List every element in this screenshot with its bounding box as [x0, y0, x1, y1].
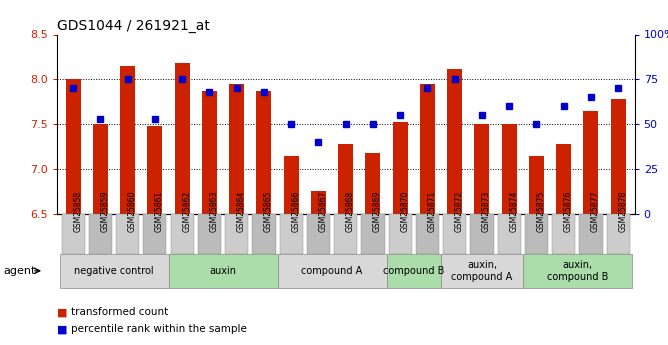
- Text: auxin,
compound A: auxin, compound A: [452, 260, 512, 282]
- Bar: [148, 126, 162, 214]
- Bar: [65, 79, 81, 214]
- Text: ■: ■: [57, 325, 67, 334]
- Text: GDS1044 / 261921_at: GDS1044 / 261921_at: [57, 19, 210, 33]
- Text: GSM25871: GSM25871: [428, 191, 436, 232]
- Bar: [502, 124, 517, 214]
- Bar: [447, 69, 462, 214]
- Text: GSM25868: GSM25868: [345, 191, 355, 232]
- Text: GSM25865: GSM25865: [264, 191, 273, 232]
- Text: negative control: negative control: [74, 266, 154, 276]
- Bar: [202, 91, 217, 214]
- Text: GSM25861: GSM25861: [155, 191, 164, 232]
- Bar: [338, 144, 353, 214]
- Bar: [474, 124, 490, 214]
- Text: GSM25864: GSM25864: [236, 191, 246, 232]
- Text: GSM25866: GSM25866: [291, 191, 300, 232]
- Bar: [257, 91, 271, 214]
- Bar: [93, 124, 108, 214]
- Bar: [393, 121, 407, 214]
- Bar: [284, 156, 299, 214]
- Text: percentile rank within the sample: percentile rank within the sample: [71, 325, 247, 334]
- Bar: [311, 191, 326, 214]
- Text: transformed count: transformed count: [71, 307, 169, 317]
- Text: GSM25862: GSM25862: [182, 191, 191, 232]
- Bar: [174, 63, 190, 214]
- Text: GSM25869: GSM25869: [373, 191, 382, 232]
- Text: agent: agent: [3, 266, 35, 276]
- Bar: [583, 111, 599, 214]
- Bar: [420, 84, 435, 214]
- Text: ■: ■: [57, 307, 67, 317]
- Text: GSM25860: GSM25860: [128, 191, 137, 232]
- Text: GSM25863: GSM25863: [209, 191, 218, 232]
- Text: GSM25859: GSM25859: [100, 191, 110, 232]
- Text: GSM25867: GSM25867: [319, 191, 327, 232]
- Text: GSM25874: GSM25874: [509, 191, 518, 232]
- Text: auxin,
compound B: auxin, compound B: [546, 260, 608, 282]
- Text: GSM25878: GSM25878: [619, 191, 627, 232]
- Text: GSM25858: GSM25858: [73, 191, 82, 232]
- Text: GSM25875: GSM25875: [536, 191, 546, 232]
- Text: GSM25877: GSM25877: [591, 191, 600, 232]
- Text: compound B: compound B: [383, 266, 444, 276]
- Text: auxin: auxin: [210, 266, 236, 276]
- Text: GSM25876: GSM25876: [564, 191, 572, 232]
- Bar: [611, 99, 626, 214]
- Bar: [529, 156, 544, 214]
- Text: GSM25872: GSM25872: [455, 191, 464, 232]
- Bar: [229, 84, 244, 214]
- Text: compound A: compound A: [301, 266, 363, 276]
- Bar: [120, 66, 135, 214]
- Bar: [365, 153, 381, 214]
- Text: GSM25873: GSM25873: [482, 191, 491, 232]
- Text: GSM25870: GSM25870: [400, 191, 409, 232]
- Bar: [556, 144, 571, 214]
